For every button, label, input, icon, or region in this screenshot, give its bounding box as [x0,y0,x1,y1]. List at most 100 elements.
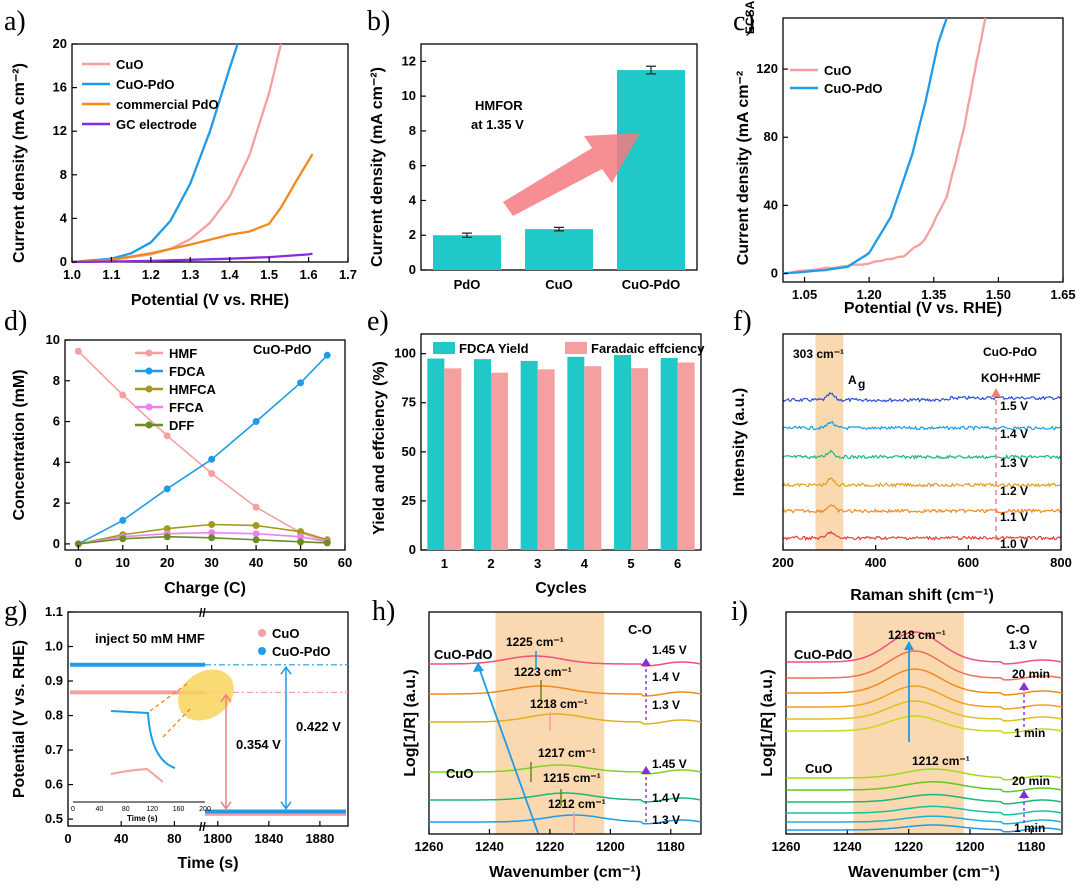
panel-d-legend-label: HMFCA [169,382,217,397]
panel-f-xtick-label: 200 [772,555,794,570]
panel-c-label: c) [733,6,755,37]
panel-d-xtick-label: 40 [249,555,263,570]
panel-i-ylabel: Log[1/R] (a.u.) [759,669,776,777]
panel-a-legend-label: CuO-PdO [116,77,175,92]
panel-g-ytick-label: 0.5 [45,811,63,826]
panel-i-cuo-spectrum [786,805,1063,816]
panel-f-level-label: 1.4 V [1000,427,1028,441]
panel-d-series-fdca-point [163,485,171,493]
panel-d-legend-marker [145,403,153,411]
panel-d-series-hmfca-point [163,525,171,533]
panel-e-bar-fe [444,368,462,550]
panel-e-legend-swatch [433,342,455,354]
panel-h-shift-arrow [477,664,539,834]
panel-h-frame [428,611,702,835]
panel-e-bar-yield [474,359,491,550]
panel-d-series-dff-point [163,533,171,541]
panel-d-ytick-label: 6 [53,414,60,429]
panel-d-xtick-label: 60 [338,555,352,570]
panel-a-series-cuo [71,43,283,264]
panel-e-ytick-label: 50 [402,444,416,459]
panel-f-peak-label: 303 cm⁻¹ [793,347,844,361]
panel-d-series-hmf-point [163,432,171,440]
panel-b-arrow [503,133,640,216]
panel-e-bar-fe [537,369,555,550]
panel-d-xtick-label: 0 [75,555,82,570]
panel-a-xlabel: Potential (V vs. RHE) [131,292,289,309]
panel-i-xlabel: Wavenumber (cm⁻¹) [848,864,1000,881]
panel-c-xtick-label: 1.65 [1050,287,1075,302]
panel-g-inset-cupdo [110,710,176,769]
panel-g-axis-break-bottom: // [199,820,206,834]
panel-h-cupdo-spectrum [429,713,702,725]
panel-d-ytick-label: 8 [53,373,60,388]
panel-g-highlight [178,669,234,721]
panel-a-series-gc-electrode [71,252,313,264]
panel-h-xtick-label: 1240 [475,839,504,854]
panel-g-inset-tick: 40 [96,806,104,813]
panel-d-legend-label: FDCA [169,364,206,379]
panel-d-ytick-label: 10 [46,332,60,347]
panel-i-cupdo-spectrum [786,685,1063,710]
panel-c-legend-label: CuO [824,63,851,78]
panel-f-level-label: 1.0 V [1000,537,1028,551]
panel-a-ylabel: Current density (mA cm⁻²) [11,63,28,263]
panel-d-xtick-label: 30 [204,555,218,570]
panel-c-xlabel: Potential (V vs. RHE) [844,300,1002,317]
panel-f-mode-label: A [848,373,857,387]
panel-g-legend-marker [258,647,266,655]
panel-f-spectrum [782,420,1062,431]
panel-e-ytick-label: 100 [394,346,416,361]
panel-d-series-hmfca-point [297,528,305,536]
panel-a-xtick-label: 1.6 [300,267,318,282]
panel-h-tag: C-O [628,622,652,637]
panel-b-annotation-2: at 1.35 V [471,117,524,132]
panel-f-tag: CuO-PdO [983,345,1037,359]
panel-f-xtick-label: 800 [1050,555,1072,570]
panel-b-ytick-label: 10 [402,88,416,103]
panel-d-legend-marker [145,385,153,393]
panel-e-xtick-label: 1 [441,556,448,571]
panel-i-end-label: 20 min [1012,667,1050,681]
panel-d-legend-marker [145,367,153,375]
panel-i-cupdo-spectrum [786,650,1063,681]
panel-e-ytick-label: 25 [402,493,416,508]
panel-g-legend-marker [258,629,266,637]
panel-e-legend-swatch [565,342,587,354]
panel-i-tag-2: 1.3 V [1009,638,1037,652]
panel-a-legend-label: CuO [116,57,143,72]
panel-b-ytick-label: 12 [402,53,416,68]
panel-d-ytick-label: 0 [53,536,60,551]
panel-d-series-dff-point [297,538,305,546]
panel-e-xlabel: Cycles [535,580,587,597]
panel-a-series-cuo-pdo [71,43,239,264]
panel-d-legend-marker [145,421,153,429]
panel-b-xtick-label: CuO [545,277,572,292]
panel-f-xtick-label: 600 [957,555,979,570]
panel-d-series-hmfca-point [252,522,260,530]
panel-f-frame [782,333,1062,551]
panel-a-xtick-label: 1.5 [260,267,278,282]
panel-d-series-dff-point [74,540,82,548]
panel-f-level-label: 1.2 V [1000,484,1028,498]
panel-a-xtick-label: 1.2 [142,267,160,282]
panel-i-start-label: 1 min [1014,726,1045,740]
panel-f-arrowhead [991,388,1001,397]
panel-g-xlabel: Time (s) [177,855,238,872]
panel-e-bar-fe [584,366,602,550]
panel-f-ylabel: Intensity (a.u.) [731,388,748,496]
panel-a-ytick-label: 0 [60,254,67,269]
panel-i-cuo-spectrum [786,815,1063,825]
panel-a-frame [71,43,349,263]
panel-g-delta-cuo-heads [220,693,232,811]
panel-f-level-label: 1.3 V [1000,456,1028,470]
panel-i-label: i) [731,596,748,627]
panel-e-bar-fe [677,362,695,550]
panel-g-inset-tick: 120 [146,806,158,813]
panel-f-xtick-label: 400 [865,555,887,570]
panel-c-xtick-label: 1.50 [986,287,1011,302]
panel-e-bar-fe [491,372,508,550]
panel-h-xtick-label: 1220 [535,839,564,854]
panel-g-ytick-label: 1.0 [45,639,63,654]
panel-d-series-fdca-point [119,516,127,524]
